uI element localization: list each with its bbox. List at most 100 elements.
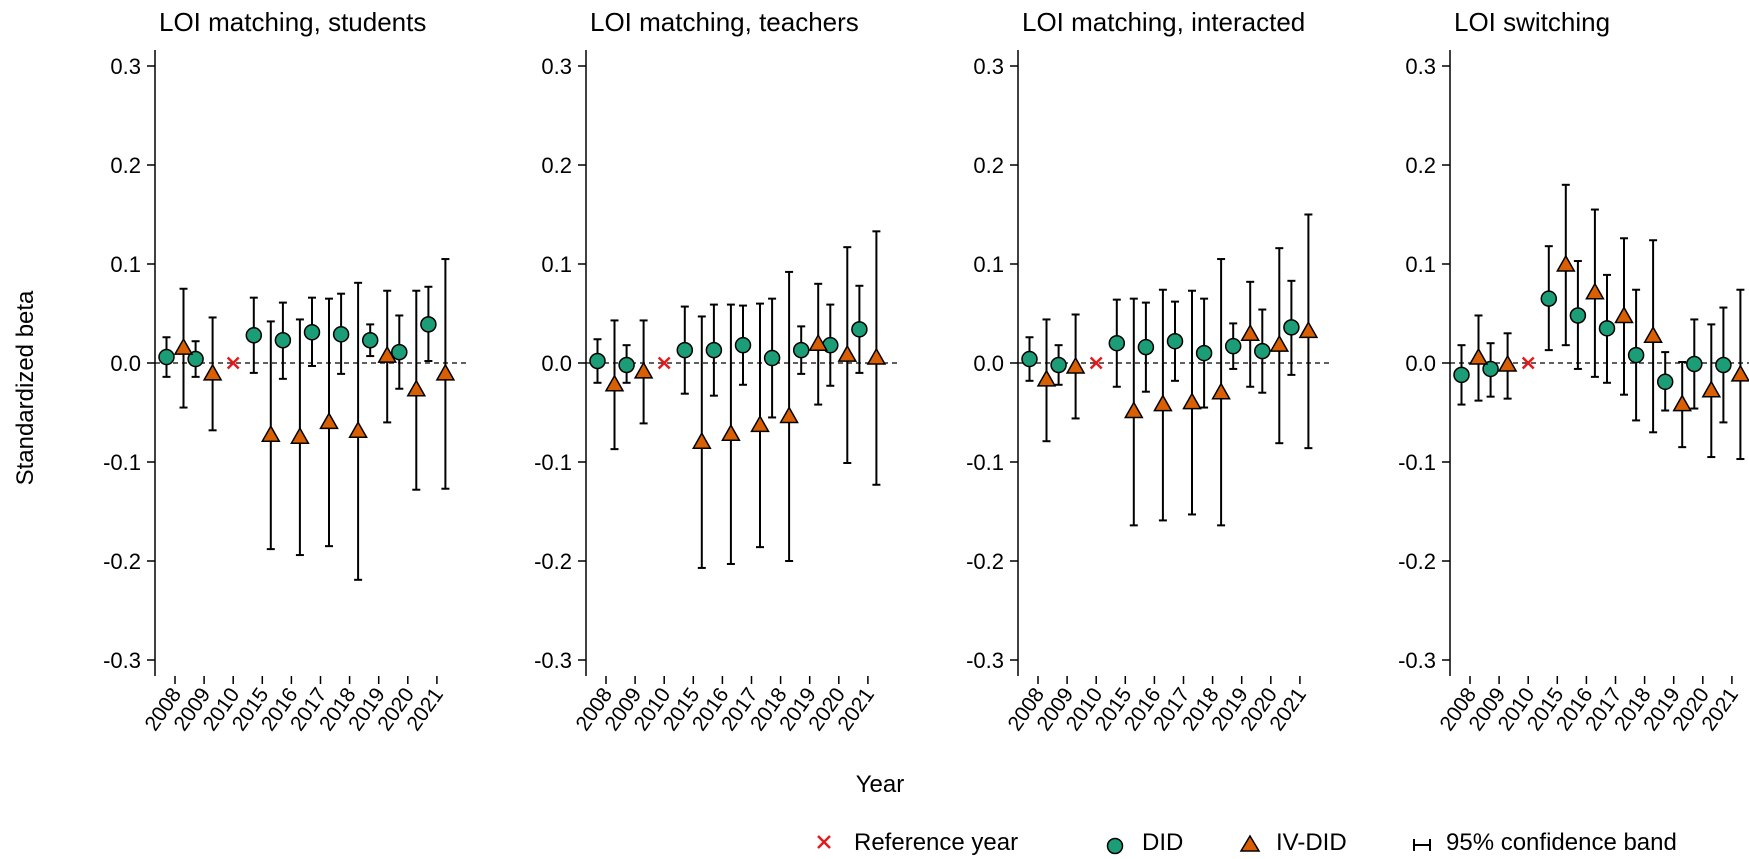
did-point (1166, 332, 1184, 350)
ivdid-point (1614, 305, 1634, 324)
did-point (1453, 366, 1470, 384)
reference-year-marker (1521, 356, 1535, 370)
y-tick-label: 0.1 (1405, 252, 1436, 277)
reference-year-marker (657, 356, 671, 370)
y-tick-label: 0.2 (110, 153, 141, 178)
ivdid-point (866, 347, 887, 365)
ivdid-point (750, 414, 770, 433)
y-tick-label: 0.1 (541, 252, 572, 277)
legend-item-ivdid: IV-DID (1239, 829, 1347, 856)
y-tick-label: -0.2 (534, 549, 572, 574)
did-point (274, 331, 292, 349)
ivdid-point (808, 333, 828, 351)
ivdid-point (692, 431, 712, 449)
ivdid-marker-icon (1239, 834, 1261, 852)
y-tick-label: 0.0 (541, 351, 572, 376)
y-tick-label: -0.3 (534, 648, 572, 673)
x-axis-label: Year (856, 771, 905, 798)
panel-title: LOI matching, students (159, 7, 426, 37)
panel-3: LOI matching, interacted -0.3 -0.2 -0.1 0.0 0… (966, 7, 1330, 735)
series-ivdid (1036, 213, 1319, 527)
legend-label-did: DID (1142, 829, 1183, 856)
ivdid-point (1124, 400, 1144, 419)
ivdid-point (261, 424, 281, 443)
ivdid-point (1153, 394, 1173, 412)
y-tick-label: 0.2 (1405, 153, 1436, 178)
ivdid-point (837, 344, 858, 362)
ivdid-point (1269, 334, 1290, 352)
panel-title: LOI switching (1454, 7, 1610, 37)
did-point (1108, 334, 1126, 352)
ivdid-point (779, 405, 799, 424)
y-tick-label: -0.2 (103, 549, 141, 574)
did-point (1021, 350, 1038, 368)
y-tick-label: 0.1 (110, 252, 141, 277)
y-tick-label: -0.3 (966, 648, 1004, 673)
did-point (618, 356, 635, 374)
ivdid-point (1556, 254, 1576, 272)
legend-label-ci: 95% confidence band (1446, 829, 1677, 856)
reference-year-marker (226, 356, 240, 370)
ivdid-point (1643, 325, 1663, 344)
y-tick-label: 0.3 (973, 54, 1004, 79)
did-point (1540, 290, 1558, 307)
reference-x-stroke (1521, 356, 1535, 370)
y-tick-label: 0.0 (1405, 351, 1436, 376)
y-tick-label: -0.3 (103, 648, 141, 673)
series-did (1021, 279, 1300, 409)
did-point (792, 341, 810, 359)
panel-title: LOI matching, interacted (1022, 7, 1305, 37)
ivdid-point (1211, 382, 1231, 400)
did-point (1050, 356, 1067, 374)
did-point (589, 352, 606, 370)
did-point (1656, 373, 1674, 391)
ivdid-point (406, 379, 427, 397)
ivdid-point (377, 345, 397, 363)
did-point (245, 327, 263, 344)
panel-1: LOI matching, students -0.3 -0.2 -0.1 0.0 0.1… (103, 7, 467, 735)
y-tick-label: 0.3 (110, 54, 141, 79)
series-ivdid (1468, 183, 1749, 461)
y-tick-label: 0.2 (973, 153, 1004, 178)
did-point (361, 331, 379, 349)
did-point (851, 321, 868, 338)
y-tick-label: 0.0 (973, 351, 1004, 376)
y-tick-label: -0.1 (534, 450, 572, 475)
y-tick-label: -0.2 (1398, 549, 1436, 574)
y-tick-label: -0.1 (103, 450, 141, 475)
series-did (589, 284, 868, 419)
ivdid-point (721, 423, 741, 442)
did-point (676, 341, 694, 359)
ivdid-point (1672, 394, 1692, 412)
did-point (1686, 355, 1703, 373)
ivdid-point (319, 411, 339, 430)
y-tick-label: -0.1 (966, 450, 1004, 475)
did-point (1627, 346, 1645, 364)
legend-item-did: DID (1106, 829, 1183, 856)
legend-item-reference: Reference year (817, 829, 1018, 856)
did-point (1715, 356, 1732, 374)
ivdid-point (173, 337, 194, 355)
legend-label-reference: Reference year (854, 829, 1018, 856)
ivdid-point (1182, 392, 1202, 410)
did-point (420, 316, 437, 333)
panels: LOI matching, students -0.3 -0.2 -0.1 0.0 0.1… (103, 7, 1749, 735)
reference-x-stroke (657, 356, 671, 370)
legend-label-ivdid: IV-DID (1276, 829, 1347, 856)
series-ivdid (604, 230, 887, 569)
did-point (1137, 338, 1155, 356)
legend-item-ci: 95% confidence band (1413, 829, 1677, 856)
reference-x-stroke (226, 356, 240, 370)
series-did (158, 285, 437, 390)
did-point (391, 343, 408, 361)
errorbar-marker-icon (1413, 839, 1431, 851)
reference-marker-icon (817, 835, 831, 849)
y-axis-label: Standardized beta (12, 290, 39, 485)
legend: Reference year DID IV-DID 95% confidence… (817, 829, 1677, 856)
reference-year-marker (1089, 356, 1103, 370)
ivdid-point (1468, 347, 1489, 365)
ivdid-point (1240, 323, 1260, 342)
did-point (705, 341, 723, 359)
ivdid-point (1585, 282, 1605, 300)
